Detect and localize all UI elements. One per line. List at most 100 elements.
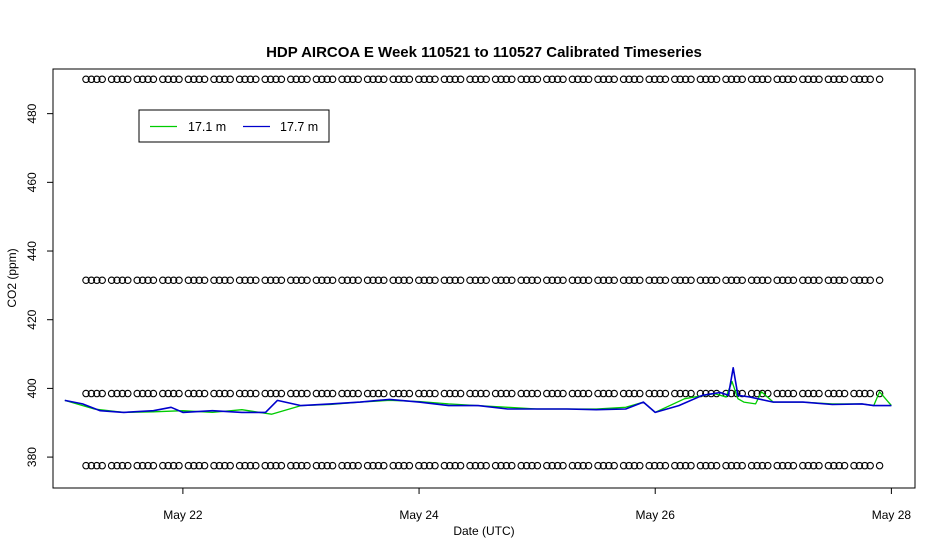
marker-point xyxy=(241,389,249,398)
marker-point xyxy=(559,276,567,284)
marker-point xyxy=(809,461,818,470)
marker-point xyxy=(144,276,152,284)
marker-point xyxy=(175,461,183,470)
marker-point xyxy=(200,276,209,284)
marker-point xyxy=(440,75,449,84)
x-tick-label-24: May 24 xyxy=(399,508,439,522)
marker-point xyxy=(497,461,505,470)
marker-point xyxy=(533,276,542,284)
marker-point xyxy=(328,389,337,398)
marker-point xyxy=(733,75,741,84)
marker-point xyxy=(764,276,772,284)
marker-point xyxy=(266,461,275,470)
marker-point xyxy=(354,389,362,398)
marker-point xyxy=(420,75,428,84)
marker-point xyxy=(809,276,818,284)
marker-point xyxy=(349,276,357,284)
marker-point xyxy=(676,276,684,284)
marker-point xyxy=(175,75,183,84)
marker-point xyxy=(440,389,449,398)
marker-point xyxy=(394,461,403,470)
marker-point xyxy=(420,389,428,398)
y-axis-label: CO2 (ppm) xyxy=(5,248,19,307)
marker-point xyxy=(374,389,383,398)
marker-point xyxy=(261,389,269,398)
marker-point xyxy=(543,75,551,84)
marker-point xyxy=(451,461,459,470)
marker-point xyxy=(758,389,767,398)
marker-point xyxy=(482,276,490,284)
marker-point xyxy=(738,461,746,470)
marker-point xyxy=(107,75,116,84)
marker-point xyxy=(303,461,311,470)
y-tick-label-460: 460 xyxy=(25,172,39,192)
marker-point xyxy=(671,75,679,84)
marker-point xyxy=(517,75,525,84)
marker-point xyxy=(681,75,690,84)
marker-point xyxy=(369,276,377,284)
marker-point xyxy=(855,276,864,284)
marker-point xyxy=(830,75,838,84)
marker-point xyxy=(175,389,183,398)
marker-point xyxy=(343,75,352,84)
marker-point xyxy=(98,461,106,470)
marker-point xyxy=(190,75,198,84)
marker-point xyxy=(824,461,833,470)
marker-point xyxy=(471,276,480,284)
marker-point xyxy=(605,389,613,398)
marker-point xyxy=(374,75,383,84)
marker-point xyxy=(164,389,172,398)
marker-point xyxy=(190,461,198,470)
marker-point xyxy=(497,389,505,398)
marker-point xyxy=(687,276,695,284)
marker-point xyxy=(636,461,644,470)
marker-point xyxy=(190,276,198,284)
marker-point xyxy=(522,461,531,470)
marker-point xyxy=(707,461,715,470)
marker-point xyxy=(200,461,209,470)
marker-point xyxy=(113,461,121,470)
marker-point xyxy=(778,75,787,84)
marker-point xyxy=(164,276,172,284)
marker-point xyxy=(420,276,428,284)
marker-point xyxy=(159,276,167,284)
y-tick-label-440: 440 xyxy=(25,241,39,261)
marker-point xyxy=(446,276,454,284)
marker-point xyxy=(594,276,602,284)
marker-point xyxy=(671,461,679,470)
marker-point xyxy=(630,461,639,470)
marker-point xyxy=(630,75,639,84)
marker-point xyxy=(789,276,798,284)
marker-point xyxy=(866,276,874,284)
marker-point xyxy=(850,389,858,398)
marker-point xyxy=(733,461,741,470)
marker-point xyxy=(548,276,556,284)
marker-point xyxy=(118,276,127,284)
marker-point xyxy=(508,75,516,84)
marker-point xyxy=(440,276,449,284)
marker-point xyxy=(374,461,383,470)
marker-point xyxy=(246,75,255,84)
series-line-17-7-m xyxy=(64,366,892,414)
marker-point xyxy=(87,75,96,84)
marker-point xyxy=(676,461,684,470)
marker-point xyxy=(303,75,311,84)
marker-point xyxy=(318,461,326,470)
marker-point xyxy=(343,461,352,470)
marker-point xyxy=(287,389,295,398)
x-tick-label-28: May 28 xyxy=(872,508,912,522)
marker-point xyxy=(553,75,562,84)
marker-point xyxy=(676,75,684,84)
marker-point xyxy=(875,276,884,284)
marker-point xyxy=(835,276,843,284)
marker-point xyxy=(789,75,798,84)
marker-point xyxy=(133,389,141,398)
marker-point xyxy=(517,461,525,470)
marker-point xyxy=(318,276,326,284)
marker-point xyxy=(380,389,388,398)
marker-point xyxy=(861,276,869,284)
marker-point xyxy=(671,389,679,398)
marker-point xyxy=(850,75,858,84)
marker-point xyxy=(625,276,633,284)
